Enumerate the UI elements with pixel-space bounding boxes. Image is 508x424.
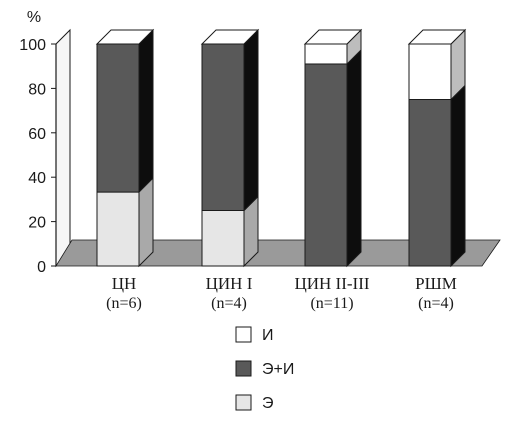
- legend-label: Э+И: [262, 361, 294, 378]
- bar-segment: [96, 191, 140, 267]
- bar-segment: [408, 43, 452, 100]
- y-axis-unit: %: [27, 9, 41, 26]
- x-category-label: ЦИН II-III: [294, 274, 369, 293]
- bar-segment: [96, 43, 140, 193]
- x-category-label: ЦИН I: [206, 274, 253, 293]
- legend-swatch: [235, 326, 252, 343]
- y-tick-label: 40: [28, 170, 46, 187]
- bar-side: [138, 28, 154, 194]
- bar-top: [407, 29, 467, 45]
- legend-label: И: [262, 327, 274, 344]
- bar-segment: [408, 99, 452, 267]
- bar-segment: [201, 43, 245, 211]
- x-category-count: (n=4): [211, 295, 247, 312]
- bars: [95, 28, 467, 268]
- legend-swatch: [235, 394, 252, 411]
- bar-segment: [304, 63, 348, 267]
- y-tick-label: 80: [28, 81, 46, 98]
- y-tick-label: 100: [19, 37, 46, 54]
- legend: И Э+И Э: [235, 326, 294, 412]
- bar-side: [138, 176, 154, 268]
- x-axis-labels: ЦН (n=6) ЦИН I (n=4) ЦИН II-III (n=11) РШМ (n=4…: [106, 274, 457, 312]
- x-category-label: РШМ: [415, 274, 457, 293]
- legend-swatch: [235, 360, 252, 377]
- x-category-count: (n=4): [418, 295, 454, 312]
- y-tick-label: 20: [28, 215, 46, 232]
- back-wall: [55, 28, 71, 268]
- bar-segment: [201, 210, 245, 267]
- bar-side: [450, 84, 466, 268]
- x-category-label: ЦН: [112, 274, 137, 293]
- bar-side: [346, 48, 362, 268]
- bar-top: [303, 29, 363, 45]
- y-tick-label: 0: [37, 259, 46, 276]
- x-category-count: (n=11): [310, 295, 353, 312]
- legend-label: Э: [262, 395, 274, 412]
- y-tick-label: 60: [28, 126, 46, 143]
- y-axis: 0 20 40 60 80 100%: [19, 9, 57, 276]
- bar-top: [95, 29, 155, 45]
- bar-side: [243, 28, 259, 212]
- bar-segment: [304, 43, 348, 65]
- x-category-count: (n=6): [106, 295, 142, 312]
- bar-top: [200, 29, 260, 45]
